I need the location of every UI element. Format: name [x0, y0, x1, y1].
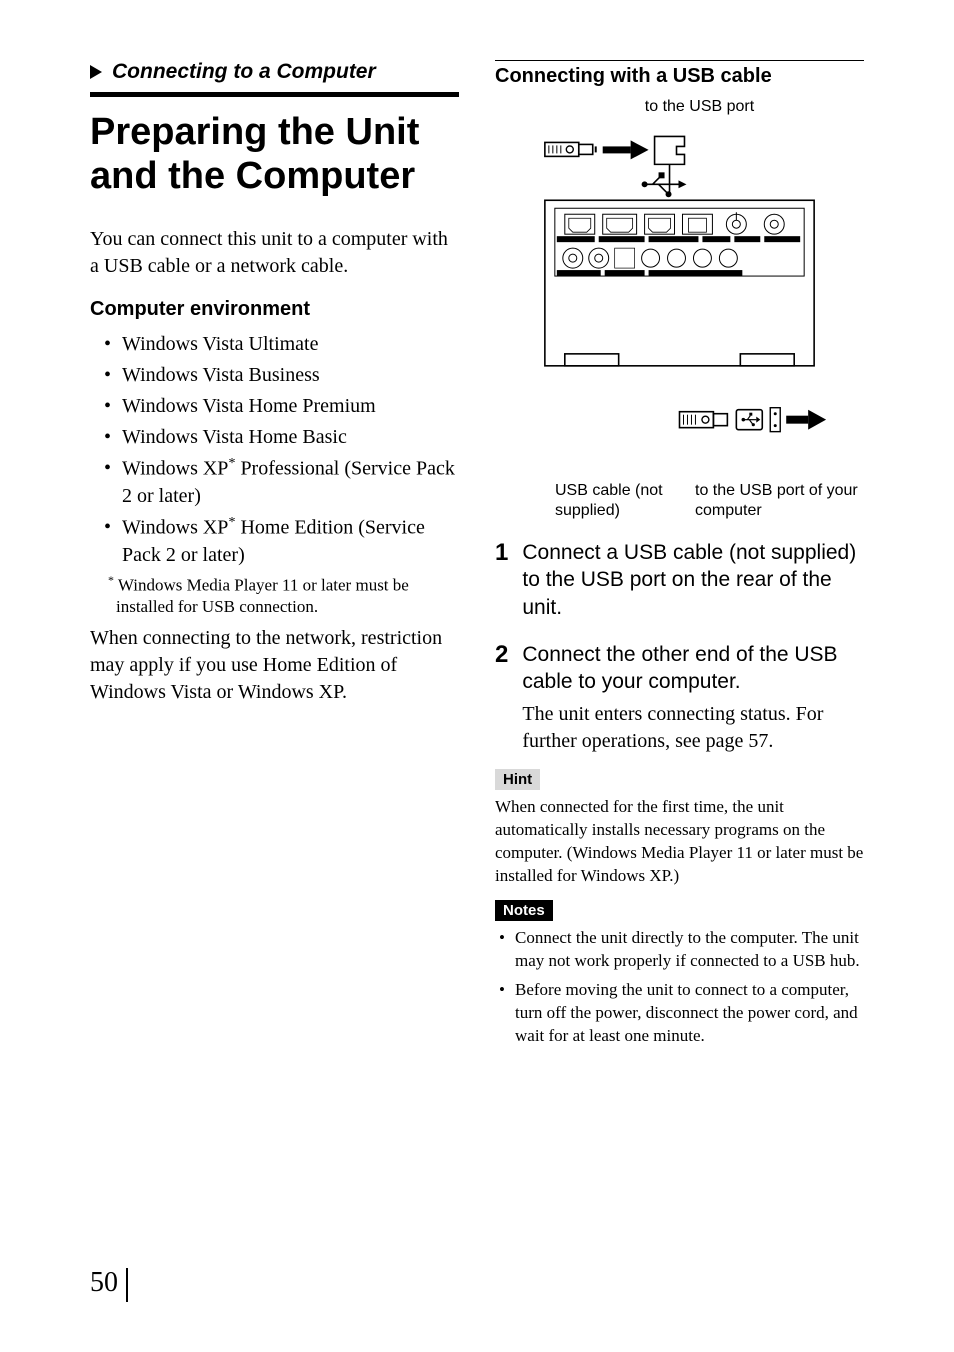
- list-item: Before moving the unit to connect to a c…: [499, 979, 864, 1048]
- step-body: Connect the other end of the USB cable t…: [522, 641, 864, 756]
- step-number: 1: [495, 539, 508, 627]
- list-item: Windows Vista Home Premium: [104, 393, 459, 420]
- section-marker-text: Connecting to a Computer: [112, 60, 376, 84]
- step-lead: Connect a USB cable (not supplied) to th…: [522, 539, 864, 621]
- diagram-caption-row: USB cable (not supplied) to the USB port…: [495, 481, 864, 521]
- footnote-text: Windows Media Player 11 or later must be…: [114, 575, 409, 616]
- page-title: Preparing the Unit and the Computer: [90, 111, 459, 198]
- diagram-cable-label: USB cable (not supplied): [555, 481, 685, 521]
- step-number: 2: [495, 641, 508, 756]
- usb-plug-bottom-icon: [680, 412, 728, 428]
- usb-socket-icon: [736, 410, 762, 430]
- usb-plug-top-icon: [545, 142, 597, 156]
- usb-diagram: to the USB port: [495, 98, 864, 521]
- arrow-right-icon: [603, 140, 649, 159]
- connector-side-icon: [770, 408, 780, 432]
- notes-tag: Notes: [495, 900, 553, 921]
- list-item: Windows XP* Home Edition (Service Pack 2…: [104, 514, 459, 569]
- step-body: Connect a USB cable (not supplied) to th…: [522, 539, 864, 627]
- hint-tag: Hint: [495, 769, 540, 790]
- list-item: Windows Vista Ultimate: [104, 331, 459, 358]
- triangle-icon: [90, 65, 104, 79]
- page-number: 50: [90, 1267, 128, 1302]
- usb-connection-diagram-svg: [495, 120, 864, 480]
- two-column-layout: Connecting to a Computer Preparing the U…: [90, 60, 864, 1054]
- footnote: * Windows Media Player 11 or later must …: [104, 573, 459, 619]
- right-column: Connecting with a USB cable to the USB p…: [495, 60, 864, 1054]
- usb-symbol-icon: [642, 172, 687, 197]
- device-rear-panel-icon: [545, 200, 814, 366]
- os-name-prefix: Windows XP: [122, 458, 228, 480]
- computer-environment-heading: Computer environment: [90, 298, 459, 321]
- step-tail: The unit enters connecting status. For f…: [522, 701, 864, 755]
- list-item: Windows Vista Home Basic: [104, 424, 459, 451]
- horizontal-rule: [90, 92, 459, 97]
- hint-paragraph: When connected for the first time, the u…: [495, 796, 864, 888]
- list-item: Windows XP* Professional (Service Pack 2…: [104, 455, 459, 510]
- os-name-prefix: Windows XP: [122, 517, 228, 539]
- intro-paragraph: You can connect this unit to a computer …: [90, 226, 459, 280]
- list-item: Connect the unit directly to the compute…: [499, 927, 864, 973]
- diagram-top-label: to the USB port: [535, 98, 864, 116]
- page-number-value: 50: [90, 1267, 118, 1298]
- notes-list: Connect the unit directly to the compute…: [499, 927, 864, 1048]
- diagram-computer-label: to the USB port of your computer: [695, 481, 864, 521]
- page-number-bar-icon: [126, 1268, 128, 1302]
- step-1: 1 Connect a USB cable (not supplied) to …: [495, 539, 864, 627]
- usb-heading: Connecting with a USB cable: [495, 60, 864, 88]
- os-list: Windows Vista Ultimate Windows Vista Bus…: [104, 331, 459, 568]
- section-marker: Connecting to a Computer: [90, 60, 459, 84]
- arrow-right-icon: [786, 410, 826, 430]
- step-lead: Connect the other end of the USB cable t…: [522, 641, 864, 696]
- list-item: Windows Vista Business: [104, 362, 459, 389]
- page: Connecting to a Computer Preparing the U…: [0, 0, 954, 1352]
- restriction-paragraph: When connecting to the network, restrict…: [90, 625, 459, 706]
- left-column: Connecting to a Computer Preparing the U…: [90, 60, 459, 1054]
- step-2: 2 Connect the other end of the USB cable…: [495, 641, 864, 756]
